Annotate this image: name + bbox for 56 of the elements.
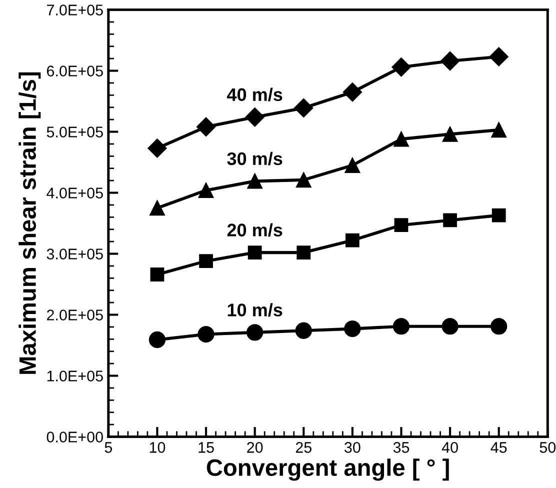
series-label: 40 m/s [227,88,282,102]
x-tick-label: 30 [344,442,360,453]
point [342,82,362,102]
point [247,174,262,189]
point [490,318,508,335]
y-tick-label: 4.0E+05 [46,188,103,198]
x-tick-label: 25 [296,442,312,453]
point [442,126,458,142]
point [440,51,460,71]
point [344,320,361,338]
point [198,182,214,198]
x-tick-label: 40 [442,442,458,453]
x-tick-label: 15 [198,442,214,453]
x-tick-label: 5 [104,442,112,453]
point [294,98,314,118]
point [492,208,506,222]
x-axis-title: Convergent angle [ ° ] [206,458,449,481]
point [443,213,457,228]
point [150,268,164,282]
point [394,131,409,147]
point [199,254,213,268]
series-label: 20 m/s [227,223,282,237]
point [491,122,506,138]
series-label: 30 m/s [227,152,282,166]
point [196,117,216,136]
series-label: 10 m/s [228,303,282,317]
y-tick-label: 2.0E+05 [46,310,103,320]
point [296,172,312,188]
point [489,47,508,66]
point [296,246,311,260]
point [394,218,408,232]
x-tick-label: 35 [393,442,410,453]
x-tick-label: 20 [247,442,263,453]
point [345,233,360,248]
point [392,58,411,77]
point [246,324,264,341]
point [148,138,167,158]
point [248,246,262,260]
y-tick-label: 5.0E+05 [46,126,103,138]
x-tick-label: 45 [490,442,507,453]
x-tick-label: 10 [150,442,166,453]
point [344,158,360,173]
point [198,326,214,343]
y-axis-title: Maximum shear strain [1/s] [18,72,41,374]
point [392,318,410,335]
y-tick-label: 3.0E+05 [46,248,103,260]
y-tick-label: 0.0E+00 [46,432,103,442]
x-tick-label: 50 [540,442,556,453]
point [150,200,165,216]
point [442,318,458,335]
point [245,108,264,127]
y-tick-label: 7.0E+05 [47,4,103,16]
y-tick-label: 1.0E+05 [47,370,103,382]
point [295,322,312,339]
y-tick-label: 6.0E+05 [46,66,103,76]
point [148,331,166,348]
